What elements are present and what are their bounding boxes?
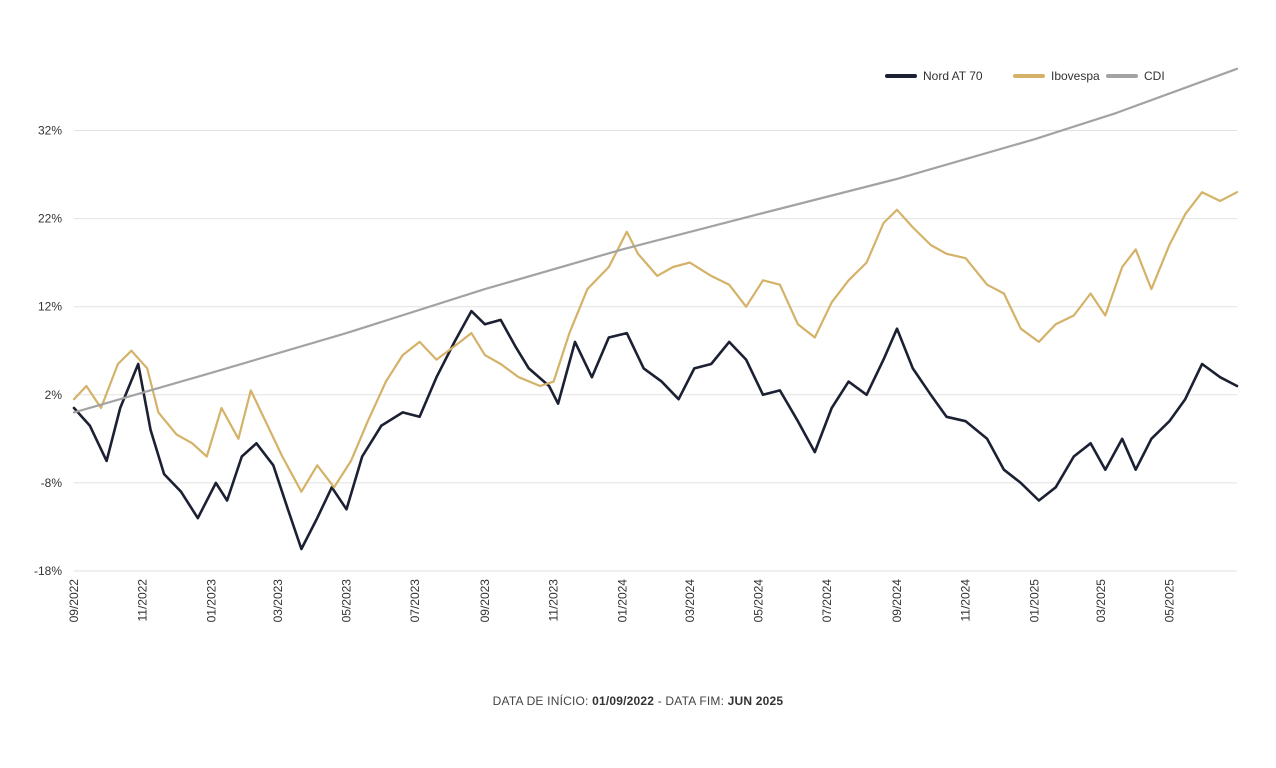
x-tick-label: 05/2025 [1162,579,1176,623]
x-tick-label: 07/2024 [820,579,834,623]
start-label: DATA DE INÍCIO: [492,694,593,708]
y-tick-label: 2% [45,388,63,402]
start-date: 01/09/2022 [592,694,655,708]
x-tick-label: 11/2023 [547,579,561,622]
legend-label: Ibovespa [1051,69,1100,83]
x-tick-label: 03/2025 [1094,579,1108,623]
x-tick-label: 09/2024 [890,579,904,623]
ibovespa-line [72,191,1239,493]
x-tick-label: 07/2023 [408,579,422,623]
legend-label: CDI [1144,69,1165,83]
y-tick-label: -18% [34,564,62,578]
end-date: JUN 2025 [727,694,784,708]
x-tick-label: 05/2023 [339,579,353,623]
y-tick-label: 22% [38,212,62,226]
y-tick-label: 32% [38,123,62,137]
x-tick-label: 11/2022 [136,579,150,622]
y-tick-label: 12% [38,300,62,314]
cdi-line [72,67,1239,414]
x-tick-label: 05/2024 [752,579,766,623]
legend-label: Nord AT 70 [923,69,983,83]
x-tick-label: 03/2024 [683,579,697,623]
x-tick-label: 09/2022 [67,579,81,623]
legend-cdi: CDI [1106,69,1165,83]
x-tick-label: 01/2024 [615,579,629,623]
x-tick-label: 01/2023 [204,579,218,623]
date-range-footer: DATA DE INÍCIO: 01/09/2022 - DATA FIM: J… [0,694,1276,708]
x-tick-label: 11/2024 [959,579,973,622]
x-tick-label: 01/2025 [1027,579,1041,623]
legend-nord-at-70: Nord AT 70 [885,69,983,83]
nord-at-70-line [72,309,1239,551]
y-tick-label: -8% [41,476,63,490]
legend-ibovespa: Ibovespa [1013,69,1100,83]
x-tick-label: 09/2023 [478,579,492,623]
x-tick-label: 03/2023 [271,579,285,623]
end-label: - DATA FIM: [654,694,728,708]
